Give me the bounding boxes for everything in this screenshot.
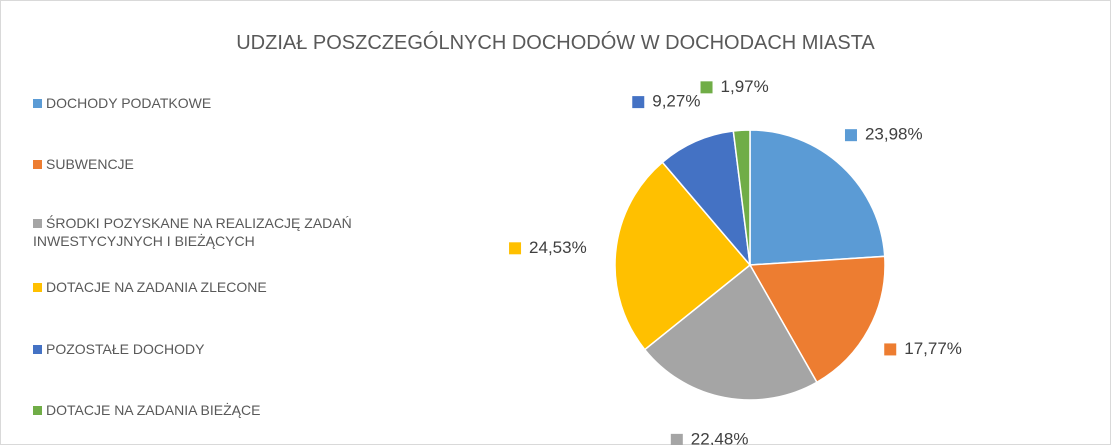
legend-item: DOTACJE NA ZADANIA ZLECONE bbox=[33, 278, 393, 296]
legend-label: SUBWENCJE bbox=[46, 156, 134, 173]
data-label-text: 9,27% bbox=[652, 92, 700, 111]
legend-item: ŚRODKI POZYSKANE NA REALIZACJĘ ZADAŃ INW… bbox=[33, 214, 393, 250]
data-label-swatch bbox=[509, 242, 522, 255]
pie-slice bbox=[614, 161, 752, 351]
data-label: 9,27% bbox=[632, 92, 700, 111]
data-label-swatch bbox=[632, 96, 645, 109]
legend-item: DOCHODY PODATKOWE bbox=[33, 94, 393, 112]
data-label: 23,98% bbox=[844, 125, 923, 144]
data-label-text: 17,77% bbox=[904, 339, 962, 358]
legend-item: SUBWENCJE bbox=[33, 155, 393, 173]
legend-swatch bbox=[33, 283, 42, 293]
data-label-text: 23,98% bbox=[865, 125, 923, 144]
legend-item: DOTACJE NA ZADANIA BIEŻĄCE bbox=[33, 401, 393, 419]
data-label-text: 1,97% bbox=[721, 77, 769, 96]
legend-label: POZOSTAŁE DOCHODY bbox=[46, 340, 205, 357]
data-label-text: 24,53% bbox=[529, 238, 587, 257]
pie-slice bbox=[748, 255, 886, 384]
data-label-swatch bbox=[670, 433, 683, 445]
legend-swatch bbox=[33, 218, 42, 228]
legend-item: POZOSTAŁE DOCHODY bbox=[33, 340, 393, 358]
legend-swatch bbox=[33, 344, 42, 354]
pie-slice bbox=[749, 129, 886, 266]
data-label-swatch bbox=[844, 129, 857, 142]
pie-slice bbox=[643, 263, 818, 401]
pie-slice bbox=[732, 129, 751, 266]
data-label: 17,77% bbox=[884, 339, 962, 358]
data-label-swatch bbox=[884, 343, 897, 356]
legend-label: DOCHODY PODATKOWE bbox=[46, 95, 212, 111]
data-label: 1,97% bbox=[700, 77, 769, 96]
legend-label: DOTACJE NA ZADANIA BIEŻĄCE bbox=[46, 402, 261, 418]
data-label: 22,48% bbox=[670, 429, 749, 445]
pie-slice bbox=[661, 130, 752, 268]
legend-swatch bbox=[33, 406, 42, 415]
legend-swatch bbox=[33, 99, 42, 108]
legend-label: DOTACJE NA ZADANIA ZLECONE bbox=[46, 279, 267, 296]
data-label-text: 22,48% bbox=[691, 429, 749, 445]
data-label: 24,53% bbox=[509, 238, 587, 257]
legend-label: ŚRODKI POZYSKANE NA REALIZACJĘ ZADAŃ INW… bbox=[33, 214, 352, 249]
data-label-swatch bbox=[700, 81, 713, 94]
chart-title: UDZIAŁ POSZCZEGÓLNYCH DOCHODÓW W DOCHODA… bbox=[236, 32, 875, 54]
legend-swatch bbox=[33, 160, 42, 170]
